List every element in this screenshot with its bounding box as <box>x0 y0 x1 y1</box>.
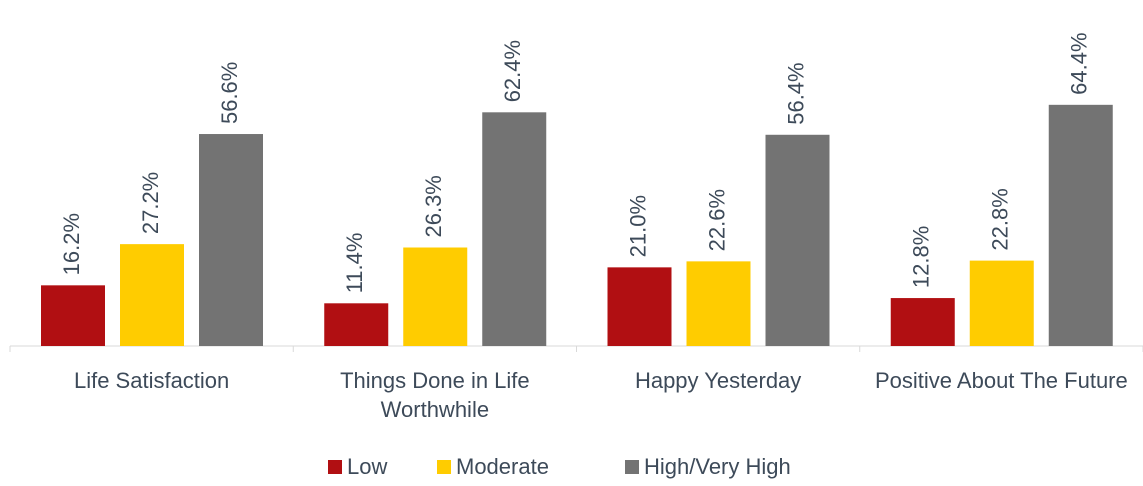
legend-label: Low <box>347 454 387 479</box>
legend-swatch <box>437 460 451 474</box>
bar <box>324 303 389 346</box>
data-label: 22.6% <box>704 189 729 251</box>
bar <box>120 244 184 346</box>
bar <box>969 260 1034 346</box>
data-label: 22.8% <box>988 188 1013 250</box>
data-label: 27.2% <box>138 172 163 234</box>
x-tick-label: Positive About The Future <box>875 368 1128 393</box>
data-label: 26.3% <box>421 175 446 237</box>
data-label: 16.2% <box>59 213 84 275</box>
x-tick-label: Happy Yesterday <box>634 368 802 393</box>
x-tick-label: Things Done in Life Worthwhile <box>340 368 530 422</box>
bar <box>41 285 105 346</box>
legend-swatch <box>328 460 342 474</box>
bar <box>607 267 672 346</box>
bar <box>403 247 468 346</box>
legend-swatch <box>625 460 639 474</box>
data-label: 56.6% <box>217 62 242 124</box>
x-tick-label: Life Satisfaction <box>73 368 230 393</box>
bar <box>686 261 751 346</box>
legend-label: Moderate <box>456 454 549 479</box>
data-label: 56.4% <box>783 62 808 124</box>
data-label: 64.4% <box>1067 32 1092 94</box>
bar <box>1048 104 1113 347</box>
data-label: 62.4% <box>500 40 525 102</box>
bar <box>765 134 830 346</box>
bar <box>199 134 263 346</box>
bar <box>482 112 547 346</box>
data-label: 21.0% <box>625 195 650 257</box>
legend-label: High/Very High <box>644 454 791 479</box>
data-label: 12.8% <box>909 226 934 288</box>
data-label: 11.4% <box>342 233 367 294</box>
bar <box>890 298 955 346</box>
